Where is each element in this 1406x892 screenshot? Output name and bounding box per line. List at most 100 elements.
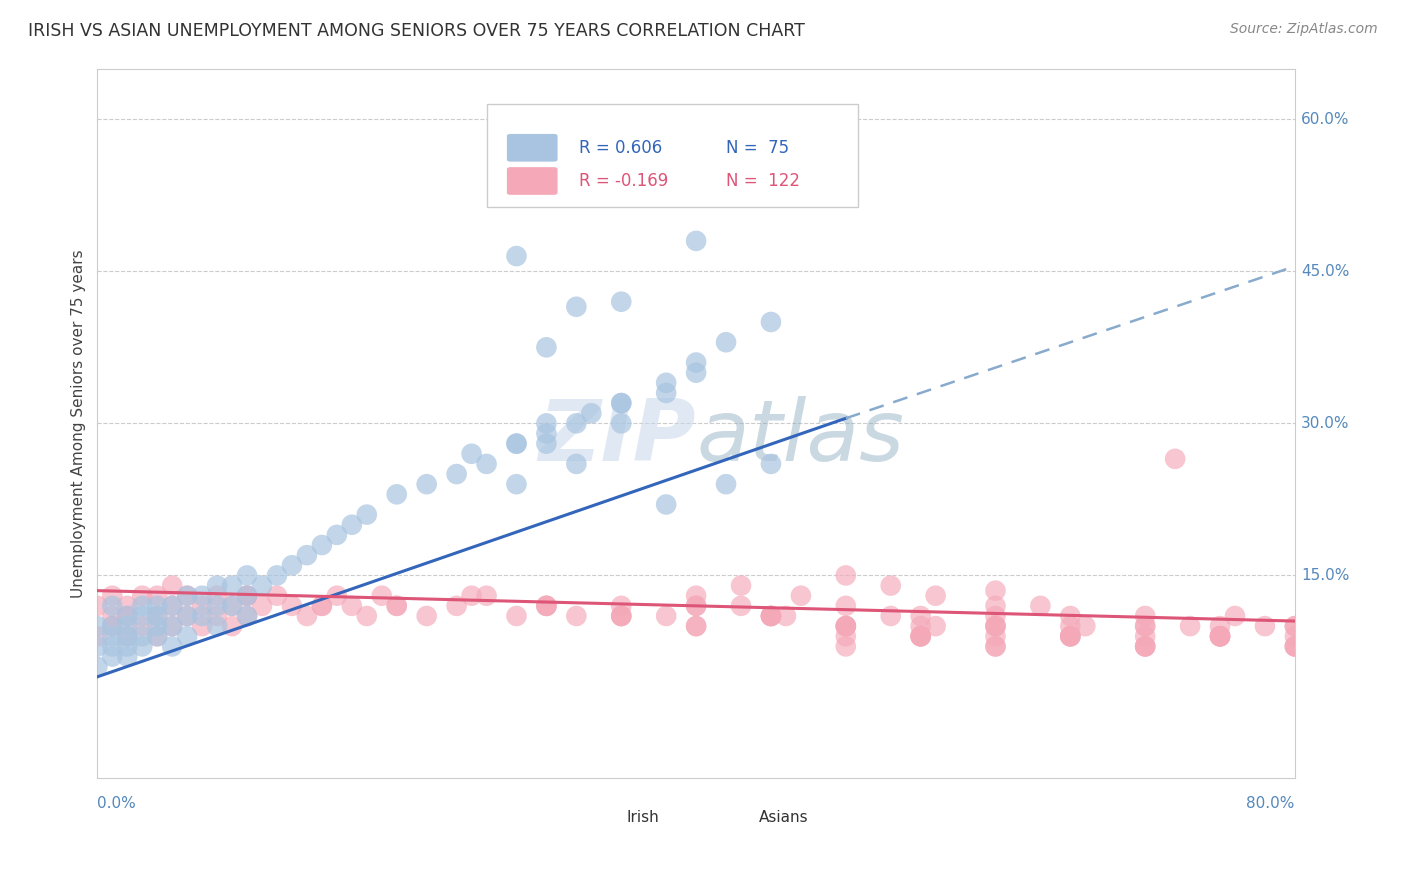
- Point: [984, 619, 1007, 633]
- Point: [311, 538, 333, 552]
- Point: [221, 599, 243, 613]
- Point: [146, 609, 169, 624]
- Point: [536, 436, 558, 450]
- Point: [984, 619, 1007, 633]
- Point: [984, 640, 1007, 654]
- Point: [1029, 599, 1052, 613]
- Point: [610, 396, 633, 410]
- Point: [146, 629, 169, 643]
- Point: [1209, 629, 1232, 643]
- Point: [910, 619, 932, 633]
- Point: [86, 619, 108, 633]
- Point: [221, 619, 243, 633]
- Point: [1284, 629, 1306, 643]
- Point: [581, 406, 603, 420]
- Point: [835, 640, 858, 654]
- Point: [236, 589, 259, 603]
- Text: 45.0%: 45.0%: [1301, 264, 1350, 279]
- Point: [146, 619, 169, 633]
- Text: Asians: Asians: [758, 810, 808, 825]
- Point: [714, 477, 737, 491]
- Point: [505, 477, 527, 491]
- Point: [160, 578, 183, 592]
- Text: IRISH VS ASIAN UNEMPLOYMENT AMONG SENIORS OVER 75 YEARS CORRELATION CHART: IRISH VS ASIAN UNEMPLOYMENT AMONG SENIOR…: [28, 22, 806, 40]
- Point: [880, 578, 903, 592]
- Text: R = -0.169: R = -0.169: [579, 172, 668, 190]
- Point: [835, 629, 858, 643]
- Text: 80.0%: 80.0%: [1247, 796, 1295, 811]
- Point: [835, 568, 858, 582]
- Point: [565, 609, 588, 624]
- Point: [101, 619, 124, 633]
- Point: [1059, 619, 1081, 633]
- Point: [160, 619, 183, 633]
- Point: [86, 629, 108, 643]
- Point: [340, 517, 363, 532]
- Point: [160, 599, 183, 613]
- Point: [221, 599, 243, 613]
- Point: [415, 477, 437, 491]
- Point: [117, 640, 139, 654]
- Point: [835, 599, 858, 613]
- Point: [131, 589, 153, 603]
- Point: [536, 340, 558, 354]
- Point: [176, 589, 198, 603]
- Point: [205, 599, 228, 613]
- Point: [910, 609, 932, 624]
- Point: [759, 609, 782, 624]
- Point: [205, 609, 228, 624]
- Point: [835, 619, 858, 633]
- Point: [311, 599, 333, 613]
- Point: [984, 599, 1007, 613]
- Point: [176, 609, 198, 624]
- Point: [1133, 619, 1156, 633]
- Point: [176, 589, 198, 603]
- Point: [281, 599, 304, 613]
- Point: [1133, 640, 1156, 654]
- Point: [221, 578, 243, 592]
- Point: [475, 457, 498, 471]
- Point: [730, 599, 752, 613]
- Point: [685, 589, 707, 603]
- Point: [1209, 629, 1232, 643]
- Point: [536, 426, 558, 441]
- Point: [759, 609, 782, 624]
- Point: [326, 589, 349, 603]
- Point: [1223, 609, 1246, 624]
- Point: [536, 599, 558, 613]
- Point: [131, 609, 153, 624]
- Point: [131, 619, 153, 633]
- Point: [191, 609, 214, 624]
- Point: [835, 619, 858, 633]
- Point: [160, 640, 183, 654]
- Point: [191, 619, 214, 633]
- Text: Irish: Irish: [627, 810, 659, 825]
- Point: [565, 300, 588, 314]
- Point: [475, 589, 498, 603]
- Point: [505, 609, 527, 624]
- Point: [984, 640, 1007, 654]
- FancyBboxPatch shape: [486, 104, 858, 207]
- Point: [1164, 451, 1187, 466]
- Point: [505, 249, 527, 263]
- Point: [1284, 619, 1306, 633]
- FancyBboxPatch shape: [586, 806, 621, 828]
- Point: [446, 467, 468, 481]
- Point: [685, 619, 707, 633]
- Point: [759, 315, 782, 329]
- Point: [101, 589, 124, 603]
- Point: [460, 447, 482, 461]
- Point: [835, 619, 858, 633]
- Point: [610, 609, 633, 624]
- Point: [86, 599, 108, 613]
- Point: [1133, 640, 1156, 654]
- Point: [176, 609, 198, 624]
- FancyBboxPatch shape: [508, 167, 558, 194]
- Point: [685, 599, 707, 613]
- Point: [610, 117, 633, 131]
- Point: [1133, 619, 1156, 633]
- Point: [730, 578, 752, 592]
- Point: [415, 609, 437, 624]
- Point: [910, 629, 932, 643]
- Text: N =  122: N = 122: [725, 172, 800, 190]
